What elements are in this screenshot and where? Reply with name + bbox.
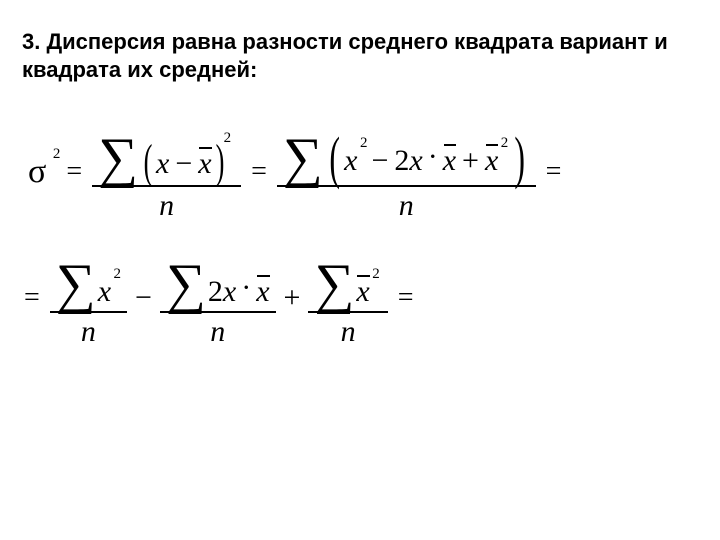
exponent-2: 2 — [53, 147, 61, 162]
plus-sign: + — [276, 283, 309, 313]
multiply-dot: · — [423, 142, 443, 172]
minus-sign: − — [127, 283, 160, 313]
equals-sign: = — [46, 158, 92, 186]
x-bar: x — [198, 149, 211, 179]
sum-symbol: ∑ — [283, 136, 325, 181]
x-squared: x2 — [98, 277, 111, 307]
right-paren: ) — [515, 138, 526, 179]
x-bar-squared: x2 — [356, 277, 369, 307]
variance-formula: σ 2 = ∑ ( x − x ) 2 — [22, 123, 698, 347]
plus-sign: + — [456, 146, 485, 176]
left-paren: ( — [329, 138, 340, 179]
equals-sign: = — [241, 158, 277, 186]
x-squared: x2 — [344, 146, 357, 176]
sum-symbol: ∑ — [314, 262, 356, 307]
equals-sign: = — [388, 284, 424, 312]
right-paren: ) — [215, 145, 224, 179]
formula-line-2: = ∑ x2 n − ∑ — [22, 249, 698, 347]
equals-sign: = — [536, 158, 562, 186]
variable-n: n — [81, 313, 96, 347]
fraction-2: ∑ ( x2 − 2 x · x + x2 — [277, 123, 536, 221]
fraction-1: ∑ ( x − x ) 2 n — [92, 123, 241, 221]
coefficient-2: 2 — [394, 146, 409, 176]
variable-n: n — [210, 313, 225, 347]
exponent-2: 2 — [224, 131, 232, 146]
left-paren: ( — [144, 145, 153, 179]
sigma-symbol: σ — [28, 153, 46, 190]
fraction-5: ∑ x2 n — [308, 249, 387, 347]
minus-sign: − — [169, 149, 198, 179]
sum-symbol: ∑ — [56, 262, 98, 307]
variable-n: n — [341, 313, 356, 347]
coefficient-2: 2 — [208, 277, 223, 307]
fraction-4: ∑ 2 x · x n — [160, 249, 276, 347]
equals-sign: = — [22, 284, 50, 312]
x-bar-squared: x2 — [485, 146, 498, 176]
variable-x: x — [156, 149, 169, 179]
sum-symbol: ∑ — [166, 262, 208, 307]
x-bar: x — [256, 277, 269, 307]
heading-text: 3. Дисперсия равна разности среднего ква… — [22, 28, 698, 83]
sigma-squared: σ 2 — [28, 155, 46, 189]
multiply-dot: · — [236, 273, 256, 303]
x-bar: x — [443, 146, 456, 176]
variable-x: x — [409, 146, 422, 176]
fraction-3: ∑ x2 n — [50, 249, 127, 347]
variable-n: n — [159, 187, 174, 221]
variable-n: n — [399, 187, 414, 221]
formula-line-1: σ 2 = ∑ ( x − x ) 2 — [22, 123, 698, 221]
variable-x: x — [223, 277, 236, 307]
sum-symbol: ∑ — [98, 136, 140, 181]
